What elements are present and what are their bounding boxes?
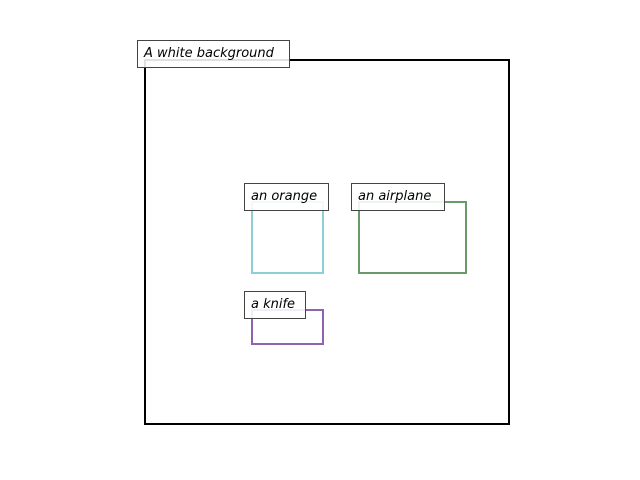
knife-label: a knife bbox=[244, 291, 306, 319]
background-frame bbox=[144, 59, 510, 425]
airplane-bounding-box bbox=[358, 201, 467, 274]
background-label: A white background bbox=[137, 40, 290, 68]
orange-bounding-box bbox=[251, 201, 324, 274]
airplane-label: an airplane bbox=[351, 183, 445, 211]
orange-label: an orange bbox=[244, 183, 329, 211]
